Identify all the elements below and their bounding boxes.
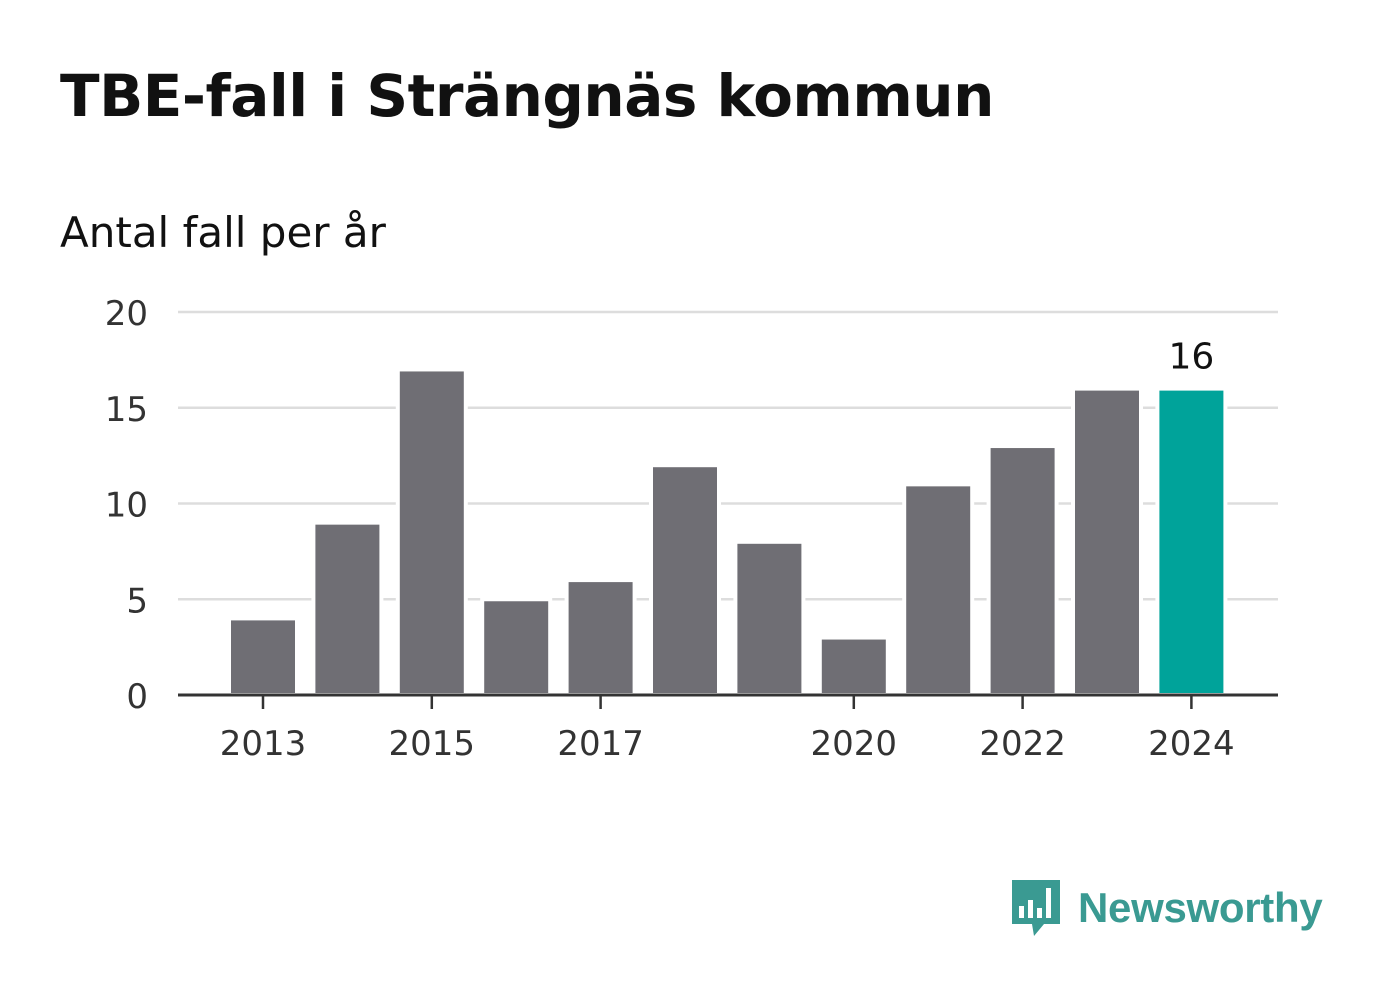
bar-2014 — [311, 520, 384, 698]
y-axis-ticks: 0 5 10 15 20 — [105, 294, 148, 717]
x-tick-label: 2015 — [389, 724, 476, 764]
x-tick-label: 2024 — [1148, 724, 1235, 764]
brand: Newsworthy — [1010, 878, 1323, 938]
y-tick-label: 15 — [105, 390, 148, 430]
bar-2024 — [1155, 386, 1228, 697]
brand-name: Newsworthy — [1078, 884, 1323, 931]
bar-2023 — [1071, 386, 1143, 697]
x-tick-label: 2020 — [811, 724, 898, 764]
bar-2015 — [395, 367, 468, 697]
bar-2020 — [817, 635, 890, 697]
y-tick-label: 10 — [105, 486, 148, 526]
x-axis-ticks: 2013 2015 2017 2020 2022 2024 — [220, 695, 1235, 764]
x-tick-label: 2017 — [557, 724, 644, 764]
bar-2019 — [733, 539, 806, 697]
x-tick-label: 2022 — [979, 724, 1066, 764]
bar-2021 — [902, 482, 975, 697]
newsworthy-logo-icon — [1012, 880, 1060, 936]
bars — [227, 367, 1228, 698]
bar-2022 — [986, 444, 1059, 697]
bar-2018 — [649, 463, 721, 698]
y-tick-label: 0 — [126, 677, 148, 717]
y-tick-label: 20 — [105, 294, 148, 334]
bar-2013 — [227, 616, 299, 698]
data-labels: 16 — [1168, 337, 1214, 378]
x-tick-label: 2013 — [220, 724, 307, 764]
bar-2016 — [480, 597, 553, 697]
data-label-2024: 16 — [1168, 337, 1214, 378]
bar-2017 — [564, 578, 637, 697]
chart-title: TBE-fall i Strängnäs kommun — [60, 62, 994, 130]
chart-subtitle: Antal fall per år — [60, 208, 386, 257]
y-tick-label: 5 — [126, 581, 148, 621]
